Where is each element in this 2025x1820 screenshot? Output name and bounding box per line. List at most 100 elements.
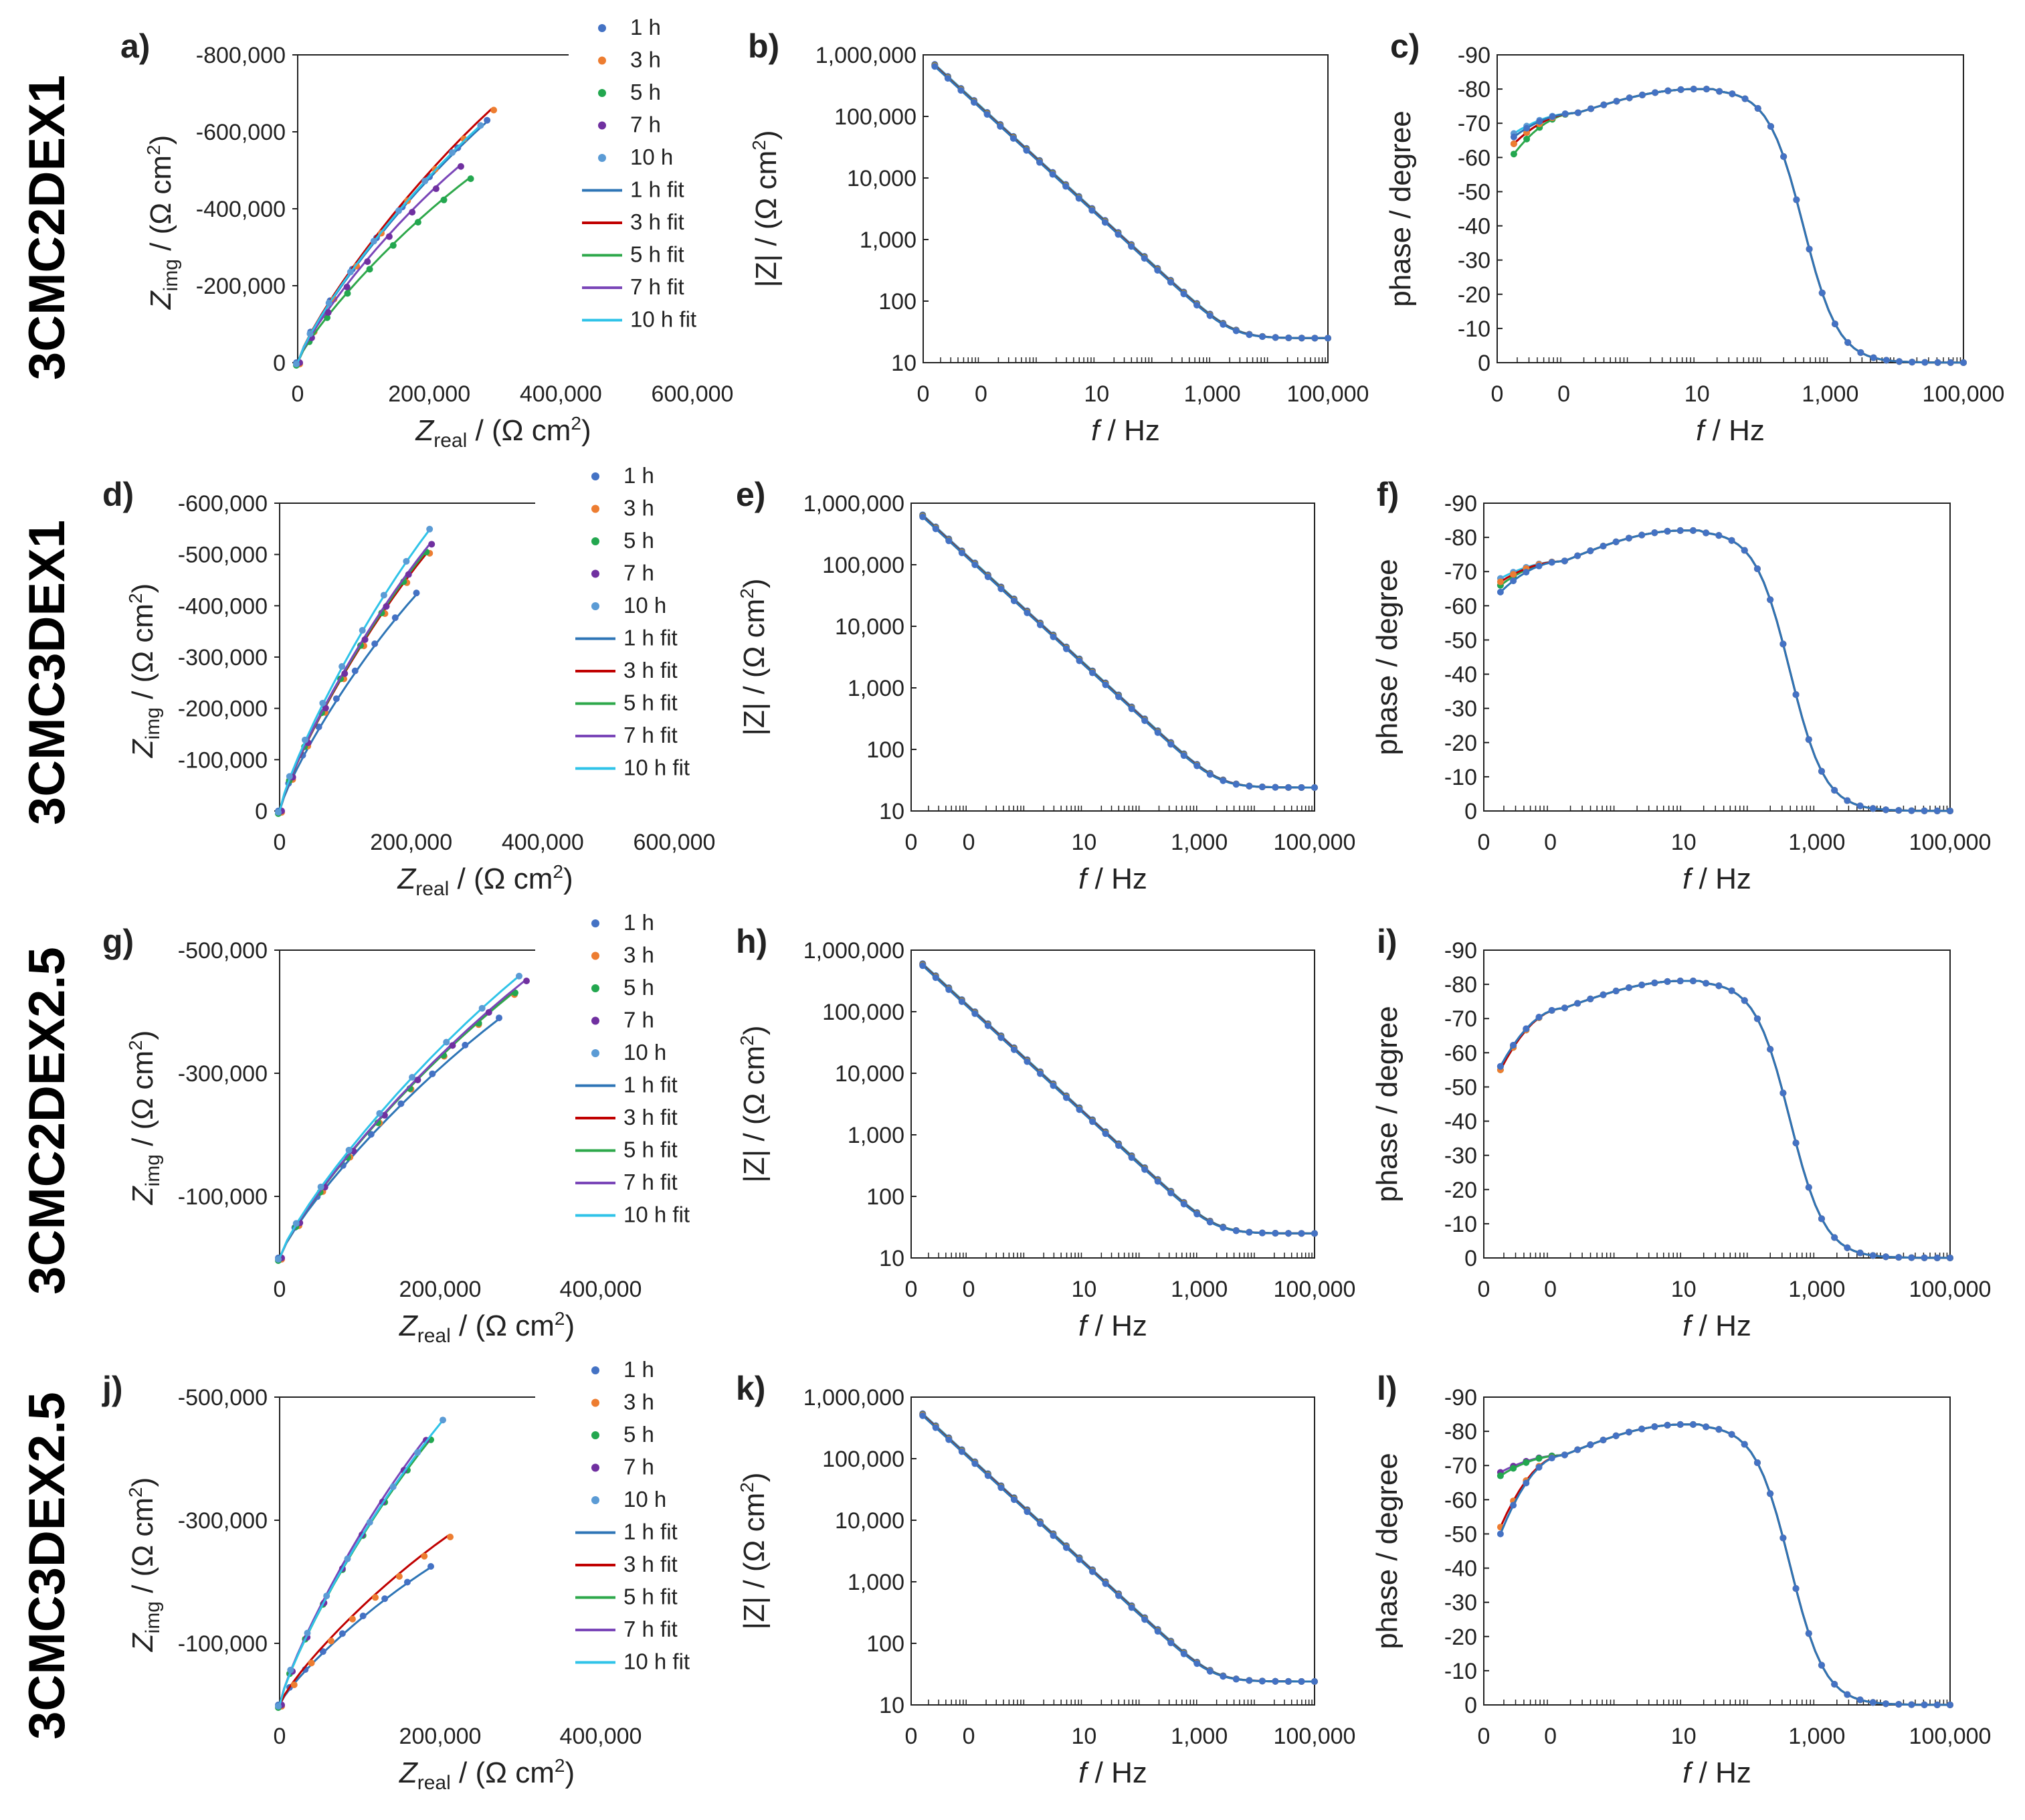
fit-line xyxy=(1499,980,1951,1259)
data-point xyxy=(1947,1701,1953,1708)
data-point xyxy=(319,1648,326,1655)
data-point xyxy=(1548,559,1555,566)
data-point xyxy=(1715,532,1723,539)
data-point xyxy=(1167,1639,1175,1647)
data-point xyxy=(1246,1228,1253,1236)
y-axis-label: Zimg / (Ω cm2) xyxy=(125,583,164,759)
data-point xyxy=(339,1630,346,1637)
legend-marker xyxy=(591,1398,599,1407)
x-axis-label: f / Hz xyxy=(1682,862,1751,895)
plot-frame xyxy=(1497,54,1964,363)
data-point xyxy=(389,242,397,249)
data-point xyxy=(1141,255,1148,262)
y-tick-label: -90 xyxy=(1458,43,1490,68)
data-point xyxy=(449,1042,456,1049)
panel-f: 0-10-20-30-40-50-60-70-80-900 0 10 1,000 100… xyxy=(1371,476,1991,895)
data-point xyxy=(292,1220,300,1227)
y-tick-label: -500,000 xyxy=(178,543,268,568)
data-point xyxy=(984,1472,991,1479)
y-tick-label: 0 xyxy=(1478,351,1490,376)
data-point xyxy=(1626,94,1633,102)
data-point xyxy=(432,185,440,193)
data-point xyxy=(364,258,371,265)
data-point xyxy=(1844,339,1852,346)
fit-line-7h xyxy=(278,980,525,1259)
data-point xyxy=(1232,327,1240,335)
data-point xyxy=(1574,109,1581,116)
data-point xyxy=(403,557,410,565)
x-tick-label: 1,000 xyxy=(1171,1724,1228,1749)
legend-item: 3 h xyxy=(623,1390,654,1415)
data-point xyxy=(1895,1701,1903,1708)
data-point xyxy=(1010,1046,1018,1053)
x-tick-label: 200,000 xyxy=(388,381,470,407)
legend-marker xyxy=(591,602,599,610)
y-tick-label: -20 xyxy=(1444,731,1477,756)
y-tick-label: 100,000 xyxy=(822,1447,904,1472)
panel-label: c) xyxy=(1390,27,1420,65)
y-tick-label: -80 xyxy=(1444,1419,1477,1445)
y-tick-label: -90 xyxy=(1444,938,1477,964)
legend-item: 3 h fit xyxy=(623,1105,678,1129)
x-tick-label: 10 xyxy=(1072,830,1097,855)
data-point xyxy=(304,1629,311,1637)
data-point xyxy=(1612,1432,1620,1439)
data-point xyxy=(1010,597,1018,604)
fit-line xyxy=(1513,88,1964,364)
data-point xyxy=(1246,331,1253,339)
data-point xyxy=(1869,1252,1876,1259)
data-point xyxy=(1831,321,1838,328)
data-point xyxy=(443,1038,450,1046)
y-tick-label: 100 xyxy=(866,1184,904,1210)
data-point xyxy=(1193,762,1201,769)
data-point xyxy=(1716,88,1723,95)
data-point xyxy=(1703,86,1710,93)
fit-line xyxy=(1513,88,1964,364)
data-point xyxy=(1818,767,1825,775)
data-point xyxy=(1128,1154,1135,1162)
row-label-1: 3CMC2DEX1 xyxy=(19,75,76,380)
data-point xyxy=(322,705,329,712)
fit-line xyxy=(934,63,1329,339)
y-tick-label: -50 xyxy=(1444,628,1477,653)
legend-item: 3 h xyxy=(630,48,661,72)
y-tick-label: 10 xyxy=(879,1246,904,1271)
data-point xyxy=(293,361,300,367)
data-point xyxy=(1870,354,1877,361)
legend-item: 3 h fit xyxy=(623,1552,678,1576)
data-point xyxy=(1561,110,1569,118)
data-point xyxy=(1625,984,1632,992)
data-point xyxy=(1535,1455,1543,1462)
data-point xyxy=(1285,334,1292,341)
data-point xyxy=(1206,771,1214,778)
x-axis-label: Zreal / (Ω cm2) xyxy=(399,1308,575,1347)
data-point xyxy=(1933,1701,1941,1708)
x-axis-label: Zreal / (Ω cm2) xyxy=(415,413,591,452)
y-tick-label: 100,000 xyxy=(822,553,904,578)
data-point xyxy=(349,1615,356,1623)
data-point xyxy=(1497,1530,1504,1538)
data-point xyxy=(1960,359,1967,366)
data-point xyxy=(1206,312,1214,319)
data-point xyxy=(1625,535,1632,542)
x-axis-label: Zreal / (Ω cm2) xyxy=(399,1755,575,1794)
data-point xyxy=(381,1595,389,1603)
data-point xyxy=(1613,98,1620,105)
data-point xyxy=(1128,1604,1135,1611)
data-point xyxy=(1076,1106,1083,1113)
data-point xyxy=(1548,1455,1555,1462)
data-point xyxy=(1154,729,1161,736)
data-point xyxy=(1523,1459,1530,1466)
x-tick-label: 100,000 xyxy=(1909,830,1992,855)
data-point xyxy=(1049,171,1056,178)
data-point xyxy=(1638,1425,1646,1433)
data-point xyxy=(945,537,953,545)
data-point xyxy=(957,87,965,94)
data-point xyxy=(1561,1004,1568,1012)
data-point xyxy=(1844,1244,1851,1251)
data-point xyxy=(1561,1451,1568,1459)
legend-item: 10 h xyxy=(630,145,673,169)
data-point xyxy=(1232,781,1240,788)
data-point xyxy=(484,116,491,124)
